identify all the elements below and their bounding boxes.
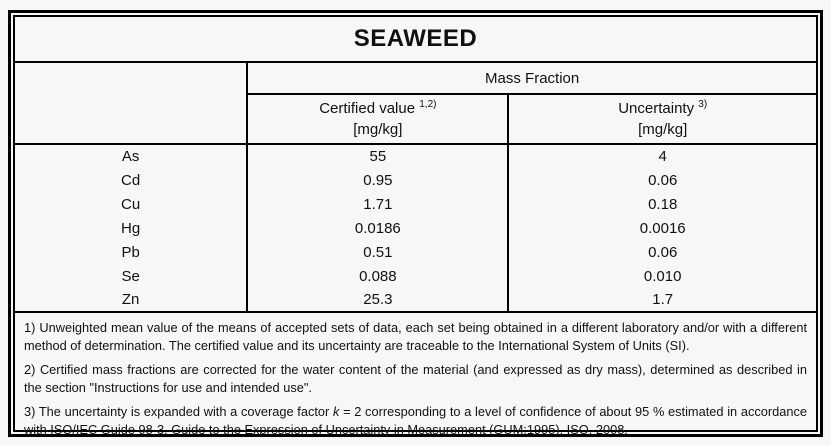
element-column-header-empty [15, 62, 249, 145]
element-symbol: Zn [15, 288, 249, 312]
uncertainty-unit: [mg/kg] [638, 121, 688, 138]
element-symbol: Cd [15, 168, 249, 192]
mass-fraction-group-header: Mass Fraction [247, 62, 816, 95]
uncertainty-value: 0.06 [648, 243, 678, 261]
element-symbol: As [15, 144, 249, 168]
footnote-3-pre: 3) The uncertainty is expanded with a co… [24, 404, 333, 419]
certified-value: 1.71 [247, 192, 510, 216]
uncertainty-value: 1.7 [652, 291, 674, 308]
uncertainty-value: 0.06 [648, 171, 678, 189]
certified-value-footnote-ref: 1,2) [419, 99, 437, 110]
table-row-cd: Cd 0.95 0.06 [15, 168, 816, 192]
certified-value: 0.0186 [247, 216, 510, 240]
element-symbol: Pb [15, 240, 249, 264]
certified-value: 25.3 [247, 288, 510, 312]
element-symbol: Hg [15, 216, 249, 240]
footnotes-row: 1) Unweighted mean value of the means of… [15, 311, 816, 442]
certificate-table: SEAWEED Mass Fraction Certified value 1,… [13, 15, 818, 442]
table-row-se: Se 0.088 0.010 [15, 264, 816, 288]
certified-value: 55 [247, 144, 510, 168]
column-header-row: Certified value 1,2) [mg/kg] Uncertainty… [15, 94, 816, 145]
footnote-3-post: = 2 corresponding to a level of confiden… [24, 404, 807, 437]
uncertainty-value: 0.18 [648, 195, 678, 213]
table-row-as: As 55 4 [15, 144, 816, 168]
table-row-zn: Zn 25.3 1.7 [15, 288, 816, 312]
table-row-hg: Hg 0.0186 0.0016 [15, 216, 816, 240]
table-row-cu: Cu 1.71 0.18 [15, 192, 816, 216]
certificate-outer-border: SEAWEED Mass Fraction Certified value 1,… [8, 10, 823, 442]
footnote-3: 3) The uncertainty is expanded with a co… [24, 403, 807, 438]
uncertainty-value: 4 [658, 148, 667, 165]
element-symbol: Cu [15, 192, 249, 216]
uncertainty-footnote-ref: 3) [698, 99, 708, 110]
uncertainty-column-header: Uncertainty 3) [mg/kg] [508, 94, 816, 145]
certified-value: 0.95 [247, 168, 510, 192]
certified-value: 0.088 [247, 264, 510, 288]
uncertainty-value: 0.010 [643, 267, 682, 285]
certified-value-label: Certified value [319, 100, 416, 117]
group-header-row: Mass Fraction [15, 62, 816, 145]
mass-fraction-table: SEAWEED Mass Fraction Certified value 1,… [15, 17, 816, 442]
certified-value: 0.51 [247, 240, 510, 264]
coverage-factor-k: k [332, 404, 340, 419]
certified-value-column-header: Certified value 1,2) [mg/kg] [247, 94, 510, 145]
certified-value-unit: [mg/kg] [353, 121, 403, 138]
uncertainty-value: 0.0016 [639, 219, 686, 237]
page-title: SEAWEED [15, 17, 816, 63]
footnote-1: 1) Unweighted mean value of the means of… [24, 320, 807, 353]
element-symbol: Se [15, 264, 249, 288]
table-row-pb: Pb 0.51 0.06 [15, 240, 816, 264]
footnote-2: 2) Certified mass fractions are correcte… [24, 362, 807, 395]
uncertainty-label: Uncertainty [618, 100, 695, 117]
footnotes: 1) Unweighted mean value of the means of… [15, 311, 816, 442]
title-row: SEAWEED [15, 17, 816, 63]
